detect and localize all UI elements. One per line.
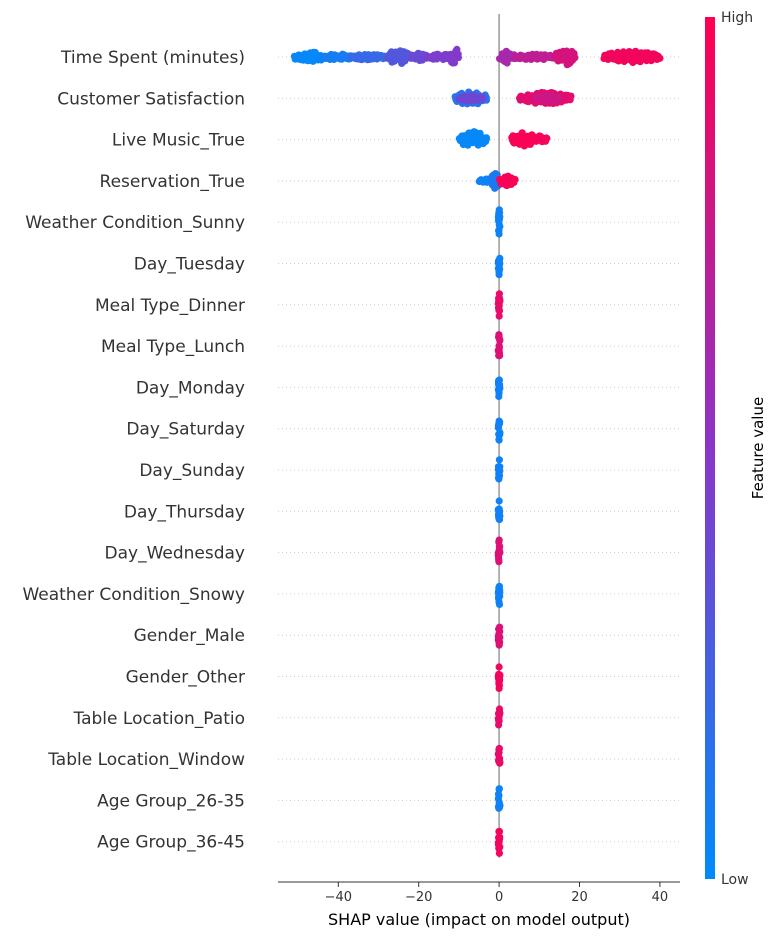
- shap-point: [496, 511, 504, 520]
- shap-point: [496, 542, 504, 551]
- feature-label: Day_Saturday: [126, 420, 245, 440]
- shap-point: [495, 827, 504, 836]
- shap-point: [450, 59, 459, 67]
- feature-grid-lines: [278, 56, 680, 843]
- shap-point: [496, 671, 504, 679]
- shap-point: [496, 633, 504, 642]
- shap-point: [496, 384, 504, 393]
- shap-point: [495, 663, 503, 671]
- shap-point: [495, 744, 503, 753]
- colorbar-title: Feature value: [749, 397, 767, 499]
- shap-point: [543, 134, 551, 142]
- x-tick-label: 20: [571, 890, 588, 905]
- shap-point: [495, 456, 503, 464]
- feature-labels: Time Spent (minutes) Customer Satisfactio…: [22, 48, 245, 853]
- shap-point: [454, 54, 462, 62]
- feature-label: Day_Thursday: [124, 502, 245, 522]
- shap-point: [496, 223, 504, 231]
- colorbar-high-label: High: [721, 10, 753, 26]
- feature-label: Day_Tuesday: [134, 255, 245, 275]
- shap-point: [496, 265, 504, 273]
- shap-point: [482, 134, 491, 142]
- shap-point: [496, 843, 504, 851]
- shap-point: [496, 833, 504, 841]
- shap-point: [495, 785, 503, 793]
- feature-label: Weather Condition_Snowy: [22, 585, 245, 605]
- x-tick-label: 40: [652, 890, 669, 905]
- shap-point: [476, 129, 484, 137]
- feature-label: Day_Monday: [136, 378, 245, 398]
- shap-point: [495, 312, 503, 320]
- feature-label: Customer Satisfaction: [57, 89, 245, 109]
- feature-label: Live Music_True: [112, 131, 245, 151]
- shap-point: [496, 296, 504, 304]
- shap-point: [495, 717, 503, 725]
- feature-label: Table Location_Window: [47, 750, 245, 770]
- shap-point: [495, 436, 503, 444]
- shap-point: [496, 463, 504, 471]
- shap-point: [495, 849, 503, 857]
- shap-point: [496, 758, 504, 766]
- feature-label: Gender_Male: [134, 626, 245, 646]
- shap-point: [479, 93, 487, 101]
- shap-point: [496, 259, 504, 267]
- shap-point: [495, 558, 503, 566]
- shap-point: [555, 93, 563, 101]
- shap-point: [656, 54, 664, 62]
- shap-point: [495, 497, 503, 505]
- x-tick-label: −20: [405, 890, 432, 905]
- shap-point: [496, 709, 504, 717]
- shap-point: [496, 589, 504, 597]
- shap-point: [567, 92, 575, 100]
- shap-point: [495, 536, 503, 544]
- feature-label: Reservation_True: [100, 172, 245, 192]
- x-tick-label: 0: [495, 890, 503, 905]
- shap-point: [495, 792, 503, 800]
- shap-point: [495, 600, 504, 609]
- shap-point: [495, 307, 504, 315]
- feature-label: Meal Type_Dinner: [95, 296, 245, 316]
- beeswarm-points: [290, 45, 664, 857]
- feature-label: Day_Wednesday: [105, 544, 246, 564]
- shap-point: [496, 548, 504, 557]
- shap-point: [496, 428, 504, 437]
- shap-point: [496, 418, 504, 426]
- x-tick-label: −40: [325, 890, 352, 905]
- shap-point: [496, 213, 504, 221]
- feature-label: Gender_Other: [126, 668, 245, 688]
- shap-point: [495, 271, 503, 279]
- x-axis-ticks: −40 −20 0 20 40: [325, 882, 669, 905]
- shap-point: [495, 230, 503, 238]
- shap-point: [496, 802, 504, 810]
- feature-label: Age Group_26-35: [97, 791, 245, 811]
- shap-point: [511, 175, 519, 184]
- shap-point: [495, 344, 503, 352]
- shap-point: [496, 352, 504, 360]
- colorbar: [705, 17, 715, 879]
- shap-point: [496, 254, 504, 262]
- shap-point: [496, 337, 504, 345]
- feature-label: Age Group_36-45: [97, 833, 245, 853]
- feature-label: Day_Sunday: [139, 461, 245, 481]
- shap-point: [495, 681, 503, 690]
- feature-label: Meal Type_Lunch: [101, 337, 245, 357]
- shap-point: [571, 54, 579, 62]
- feature-label: Table Location_Patio: [73, 709, 245, 729]
- x-axis-title: SHAP value (impact on model output): [328, 910, 630, 929]
- shap-point: [496, 627, 504, 636]
- feature-label: Weather Condition_Sunny: [25, 213, 245, 233]
- feature-label: Time Spent (minutes): [60, 48, 245, 68]
- colorbar-low-label: Low: [721, 872, 749, 888]
